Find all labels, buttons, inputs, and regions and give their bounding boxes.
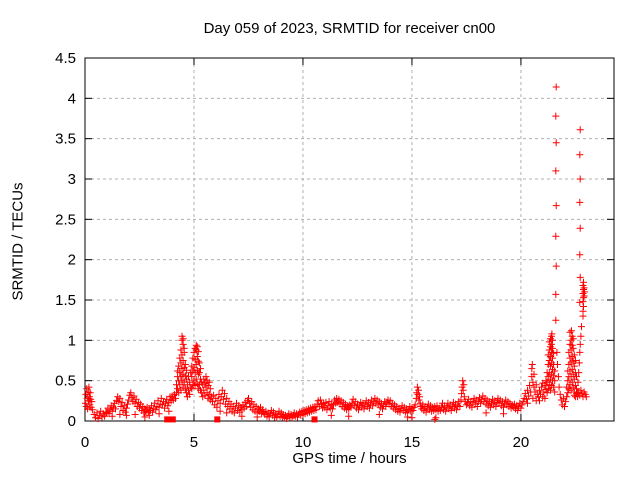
data-point-square [311,416,318,423]
y-tick-label: 4 [68,90,76,107]
x-tick-label: 20 [513,434,530,451]
y-tick-label: 0.5 [55,373,76,390]
x-tick-label: 5 [190,434,198,451]
y-tick-label: 2 [68,252,76,269]
y-tick-label: 4.5 [55,50,76,67]
data-point-square [164,416,171,423]
y-axis-label: SRMTID / TECUs [9,182,27,301]
y-tick-label: 0 [68,413,76,430]
data-point-square [214,416,221,423]
plot-frame [84,57,615,422]
data-point-square [169,416,176,423]
x-tick-label: 10 [295,434,312,451]
y-tick-label: 2.5 [55,211,76,228]
x-axis-label: GPS time / hours [292,450,407,467]
y-tick-label: 1.5 [55,292,76,309]
y-tick-label: 1 [68,332,76,349]
x-tick-label: 0 [81,434,89,451]
y-tick-label: 3 [68,171,76,188]
x-tick-label: 15 [404,434,421,451]
chart-title: Day 059 of 2023, SRMTID for receiver cn0… [203,20,496,37]
data-points [81,83,590,423]
y-tick-label: 3.5 [55,131,76,148]
